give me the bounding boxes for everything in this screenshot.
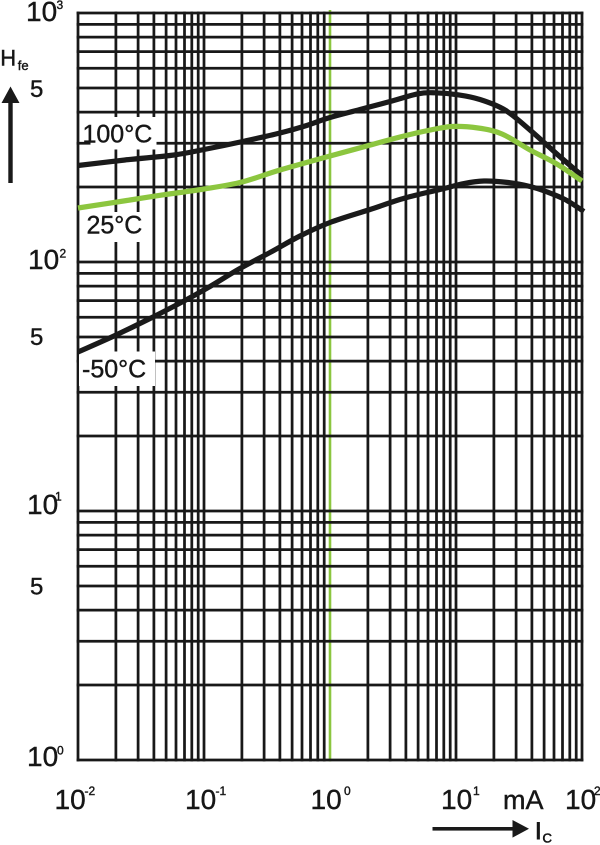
svg-text:100°C: 100°C [83,121,153,149]
svg-text:10: 10 [311,784,342,815]
svg-text:10: 10 [185,784,216,815]
svg-text:-1: -1 [216,784,227,798]
svg-text:3: 3 [57,0,64,12]
svg-text:1: 1 [473,784,480,798]
svg-text:10: 10 [565,784,596,815]
svg-text:mA: mA [503,785,544,815]
svg-text:10: 10 [27,489,58,520]
svg-text:fe: fe [18,58,29,73]
svg-text:5: 5 [30,76,43,103]
svg-text:10: 10 [441,784,472,815]
svg-text:-2: -2 [85,784,96,798]
svg-text:10: 10 [27,741,58,772]
svg-text:25°C: 25°C [87,212,143,240]
svg-text:5: 5 [30,324,43,351]
svg-text:1: 1 [55,490,62,504]
svg-text:I: I [535,818,542,845]
svg-text:10: 10 [55,784,86,815]
svg-text:0: 0 [57,744,64,758]
svg-text:-50°C: -50°C [82,356,146,384]
svg-text:2: 2 [60,247,67,261]
svg-text:C: C [543,831,552,845]
svg-text:10: 10 [26,0,57,27]
svg-text:H: H [0,45,16,70]
svg-text:0: 0 [344,784,351,798]
svg-text:2: 2 [594,784,600,798]
svg-text:10: 10 [28,244,59,275]
svg-text:5: 5 [30,573,43,600]
